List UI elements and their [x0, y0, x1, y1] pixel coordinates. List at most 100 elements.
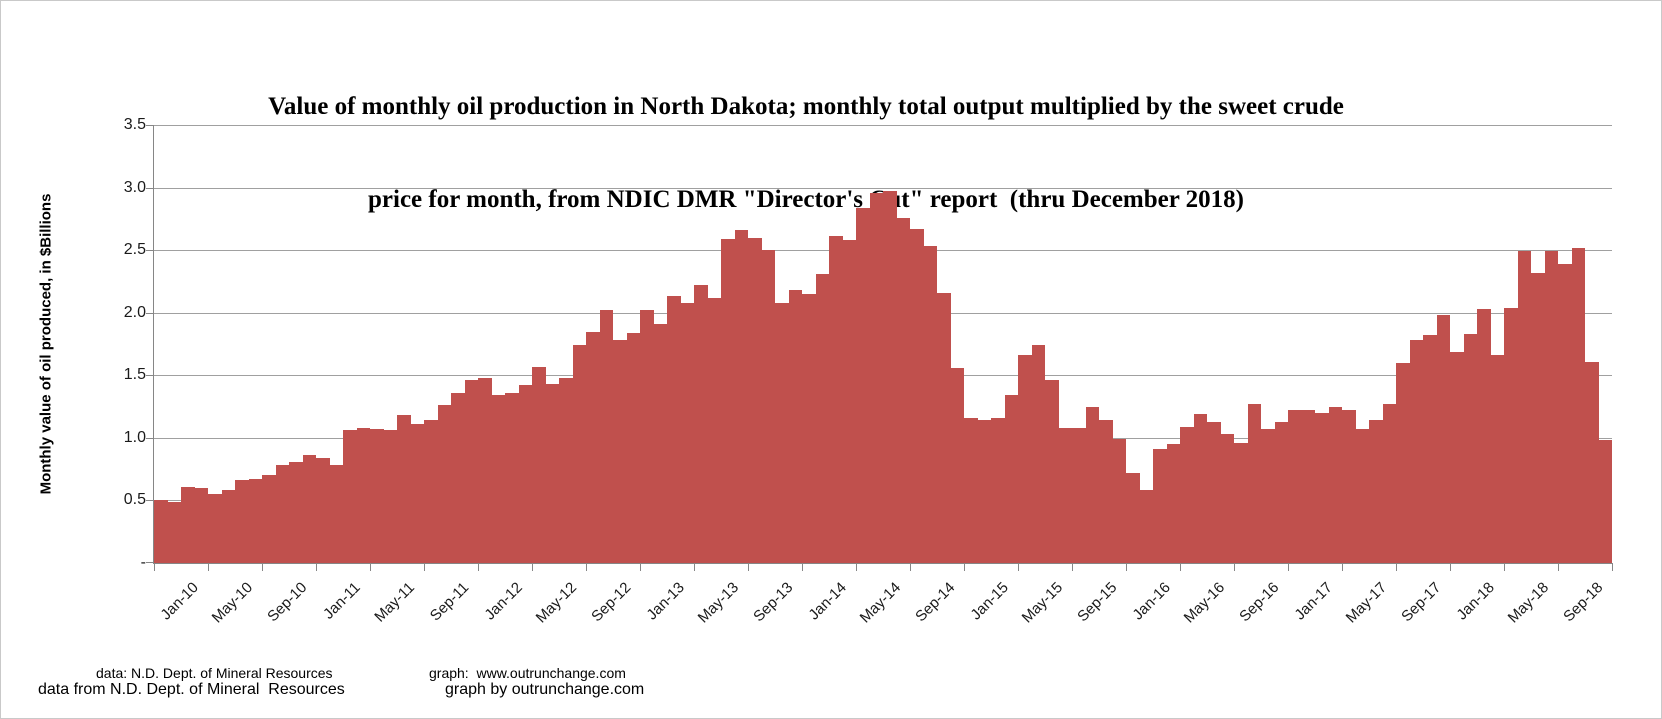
bar-Sep-11: [424, 420, 438, 563]
x-tick: [1180, 563, 1181, 571]
x-tick-label-Jan-18: Jan-18: [1453, 579, 1499, 624]
bar-Jul-13: [721, 238, 735, 563]
bar-Apr-12: [518, 385, 532, 563]
bar-Aug-10: [248, 479, 262, 563]
bar-Apr-15: [1004, 395, 1018, 563]
bar-Apr-13: [680, 302, 694, 563]
bar-Nov-18: [1585, 361, 1599, 563]
footer-graph-credit-1: graph: www.outrunchange.com: [429, 665, 626, 681]
x-tick: [1504, 563, 1505, 571]
bar-Dec-18: [1598, 440, 1612, 563]
bar-Oct-14: [923, 246, 937, 563]
bar-Feb-13: [653, 323, 667, 563]
x-tick: [1612, 563, 1613, 571]
x-tick-label-Sep-16: Sep-16: [1235, 579, 1283, 626]
bar-Sep-17: [1396, 362, 1410, 563]
x-tick-label-Sep-14: Sep-14: [911, 579, 959, 626]
x-tick-label-Sep-11: Sep-11: [426, 579, 473, 625]
x-tick-label-Sep-17: Sep-17: [1397, 579, 1445, 626]
plot-area: [146, 125, 1613, 571]
x-tick-label-Sep-15: Sep-15: [1073, 579, 1121, 626]
bar-Jan-12: [478, 377, 492, 563]
y-tick-label: 2.5: [123, 241, 146, 259]
bar-Mar-11: [343, 430, 357, 563]
x-tick: [154, 563, 155, 571]
chart-title: Value of monthly oil production in North…: [11, 29, 1601, 277]
x-tick-label-Jan-17: Jan-17: [1291, 579, 1337, 624]
y-tick: [146, 500, 154, 502]
bar-Dec-16: [1274, 421, 1288, 563]
x-tick-label-Jan-13: Jan-13: [643, 579, 689, 624]
y-tick-label: 3.0: [123, 178, 146, 196]
bar-Jan-14: [802, 293, 816, 563]
x-tick-label-May-11: May-11: [371, 579, 419, 626]
bar-Dec-10: [302, 455, 316, 563]
bar-Dec-12: [626, 332, 640, 563]
y-tick: [146, 375, 154, 377]
footer-data-source-1: data: N.D. Dept. of Mineral Resources: [96, 665, 333, 681]
bar-Jul-11: [397, 415, 411, 563]
x-tick-label-May-15: May-15: [1018, 579, 1067, 627]
chart-title-line1: Value of monthly oil production in North…: [268, 93, 1344, 120]
bar-Mar-17: [1315, 412, 1329, 563]
bar-Jan-13: [640, 310, 654, 563]
bar-Mar-14: [829, 236, 843, 563]
x-tick-label-Jan-14: Jan-14: [805, 579, 851, 624]
x-tick: [856, 563, 857, 571]
x-tick-label-May-14: May-14: [856, 579, 905, 627]
bar-series: [154, 125, 1612, 563]
x-tick-label-Jan-16: Jan-16: [1129, 579, 1175, 624]
bar-Jun-18: [1517, 251, 1531, 563]
bar-Sep-16: [1234, 442, 1248, 563]
bar-Apr-10: [194, 487, 208, 563]
bar-Nov-13: [775, 302, 789, 563]
bar-Apr-18: [1490, 355, 1504, 563]
x-tick: [316, 563, 317, 571]
bar-May-13: [694, 285, 708, 563]
bar-Jul-18: [1531, 272, 1545, 563]
footer-data-source-2: data from N.D. Dept. of Mineral Resource…: [38, 681, 345, 698]
x-tick-label-Sep-13: Sep-13: [749, 579, 797, 626]
bar-Jan-16: [1126, 472, 1140, 563]
bar-Jun-10: [221, 490, 235, 563]
bar-Jun-14: [869, 192, 883, 563]
x-axis-line: [153, 563, 1612, 564]
bar-May-16: [1180, 426, 1194, 563]
x-tick: [910, 563, 911, 571]
bar-Oct-10: [275, 465, 289, 563]
bar-Aug-17: [1382, 404, 1396, 563]
bar-Jun-12: [545, 384, 559, 563]
x-tick: [1450, 563, 1451, 571]
x-tick: [694, 563, 695, 571]
x-tick-label-May-12: May-12: [532, 579, 581, 627]
bar-Aug-12: [572, 345, 586, 563]
bar-Dec-15: [1112, 439, 1126, 563]
bar-Apr-16: [1166, 444, 1180, 563]
y-tick-label: -: [140, 554, 146, 571]
bar-Sep-13: [748, 237, 762, 563]
x-tick: [370, 563, 371, 571]
y-tick: [146, 250, 154, 252]
bar-Jul-15: [1045, 380, 1059, 563]
x-tick-label-Jan-15: Jan-15: [967, 579, 1013, 624]
x-tick: [748, 563, 749, 571]
x-tick: [1126, 563, 1127, 571]
bar-Nov-17: [1423, 335, 1437, 563]
bar-Jun-15: [1031, 345, 1045, 563]
x-tick: [424, 563, 425, 571]
bar-Sep-12: [586, 331, 600, 563]
bar-May-18: [1504, 307, 1518, 563]
y-tick-label: 0.5: [123, 491, 146, 509]
bar-Jun-13: [707, 297, 721, 563]
bar-Jul-16: [1207, 421, 1221, 563]
y-tick: [146, 562, 154, 563]
x-tick: [1234, 563, 1235, 571]
bar-Jul-17: [1369, 420, 1383, 563]
y-tick-label: 1.0: [123, 428, 146, 446]
x-tick-label-May-16: May-16: [1180, 579, 1229, 627]
y-tick-label: 1.5: [123, 366, 146, 384]
bar-Aug-11: [410, 424, 424, 563]
bar-Mar-18: [1477, 308, 1491, 563]
x-tick: [640, 563, 641, 571]
